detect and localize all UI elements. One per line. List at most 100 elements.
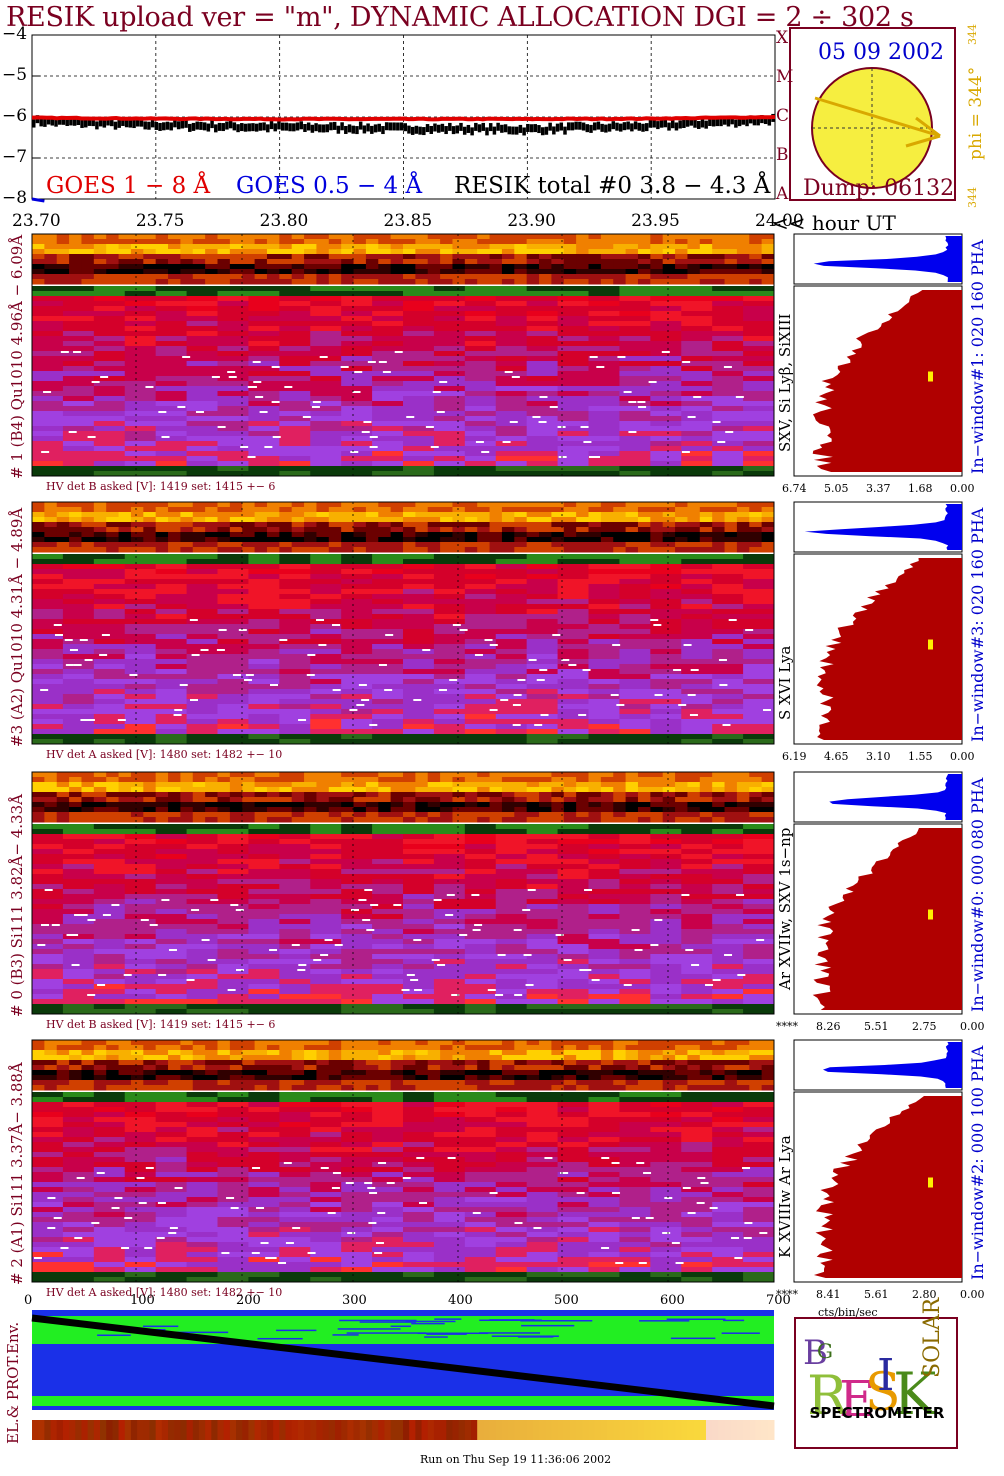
heatmap-cell (93, 599, 126, 605)
strip-cell (44, 772, 58, 778)
heatmap-cell (124, 959, 157, 965)
strip-cell (254, 239, 268, 245)
strip-cell (415, 254, 429, 260)
heatmap-cell (619, 416, 651, 422)
resik-total-point (221, 123, 225, 132)
strip-cell (143, 502, 157, 508)
strip-cell (637, 812, 651, 818)
heatmap-cell (62, 291, 95, 297)
heatmap-cell (743, 296, 775, 302)
heatmap-cell (650, 904, 682, 910)
heatmap-cell (557, 669, 589, 675)
heatmap-cell (464, 569, 497, 575)
heatmap-cell (495, 654, 528, 660)
heatmap-cell (341, 679, 373, 685)
strip-cell (427, 244, 441, 250)
resik-total-point (169, 122, 173, 131)
heatmap-sparkle (689, 714, 698, 716)
heatmap-cell (248, 709, 280, 715)
strip-cell (625, 279, 639, 285)
strip-cell (328, 254, 342, 260)
heatmap-cell (248, 824, 280, 830)
heatmap-cell (124, 859, 157, 865)
heatmap-cell (124, 579, 157, 585)
heatmap-cell (248, 416, 280, 422)
strip-cell (427, 502, 441, 508)
heatmap-cell (464, 709, 497, 715)
strip-cell (526, 812, 540, 818)
strip-cell (390, 234, 404, 240)
heatmap-cell (155, 386, 188, 392)
heatmap-cell (279, 859, 311, 865)
strip-cell (93, 264, 107, 270)
heatmap-cell (712, 904, 744, 910)
heatmap-cell (62, 694, 95, 700)
heatmap-cell (372, 654, 404, 660)
heatmap-cell (186, 964, 218, 970)
heatmap-cell (650, 959, 682, 965)
strip-cell (477, 532, 491, 538)
heatmap-cell (93, 316, 126, 322)
strip-cell (712, 239, 726, 245)
strip-cell (353, 522, 367, 528)
heatmap-cell (310, 894, 342, 900)
heatmap-cell (310, 704, 342, 710)
heatmap-cell (588, 451, 620, 457)
heatmap-cell (62, 594, 95, 600)
heatmap-cell (681, 864, 713, 870)
strip-cell (650, 502, 664, 508)
heatmap-cell (681, 924, 713, 930)
strip-cell (539, 812, 552, 818)
strip-cell (266, 802, 280, 808)
heatmap-cell (248, 899, 280, 905)
heatmap-sparkle (367, 361, 376, 363)
heatmap-cell (155, 456, 188, 462)
heatmap-cell (526, 286, 559, 292)
heatmap-sparkle (298, 719, 307, 721)
strip-cell (440, 507, 453, 513)
heatmap-cell (155, 669, 188, 675)
strip-cell (81, 234, 95, 240)
strip-cell (650, 522, 664, 528)
heatmap-cell (32, 954, 64, 960)
heatmap-cell (217, 291, 249, 297)
strip-cell (180, 797, 194, 803)
heatmap-cell (650, 341, 682, 347)
heatmap-sparkle (73, 664, 82, 666)
heatmap-cell (186, 619, 218, 625)
heatmap-cell (279, 969, 311, 975)
strip-cell (378, 802, 392, 808)
strip-cell (551, 249, 565, 255)
heatmap-cell (495, 849, 528, 855)
heatmap-cell (248, 659, 280, 665)
heatmap-cell (495, 959, 528, 965)
heatmap-cell (372, 471, 404, 477)
strip-cell (588, 787, 602, 793)
heatmap-cell (217, 634, 249, 640)
strip-cell (254, 542, 268, 548)
strip-cell (477, 807, 491, 813)
strip-cell (625, 507, 639, 513)
strip-cell (576, 532, 589, 538)
strip-cell (501, 249, 515, 255)
strip-cell (130, 772, 144, 778)
strip-cell (526, 772, 540, 778)
strip-cell (254, 279, 268, 285)
strip-cell (637, 259, 651, 265)
strip-cell (588, 239, 602, 245)
heatmap-cell (279, 594, 311, 600)
strip-cell (304, 812, 317, 818)
heatmap-cell (186, 909, 218, 915)
heatmap-sparkle (245, 674, 254, 676)
heatmap-cell (743, 436, 775, 442)
heatmap-cell (712, 341, 744, 347)
strip-cell (106, 279, 120, 285)
heatmap-cell (743, 829, 775, 835)
strip-cell (168, 537, 181, 543)
strip-cell (316, 817, 330, 823)
strip-cell (304, 274, 317, 280)
heatmap-cell (650, 391, 682, 397)
heatmap-cell (372, 859, 404, 865)
heatmap-cell (124, 719, 157, 725)
heatmap-cell (526, 574, 559, 580)
